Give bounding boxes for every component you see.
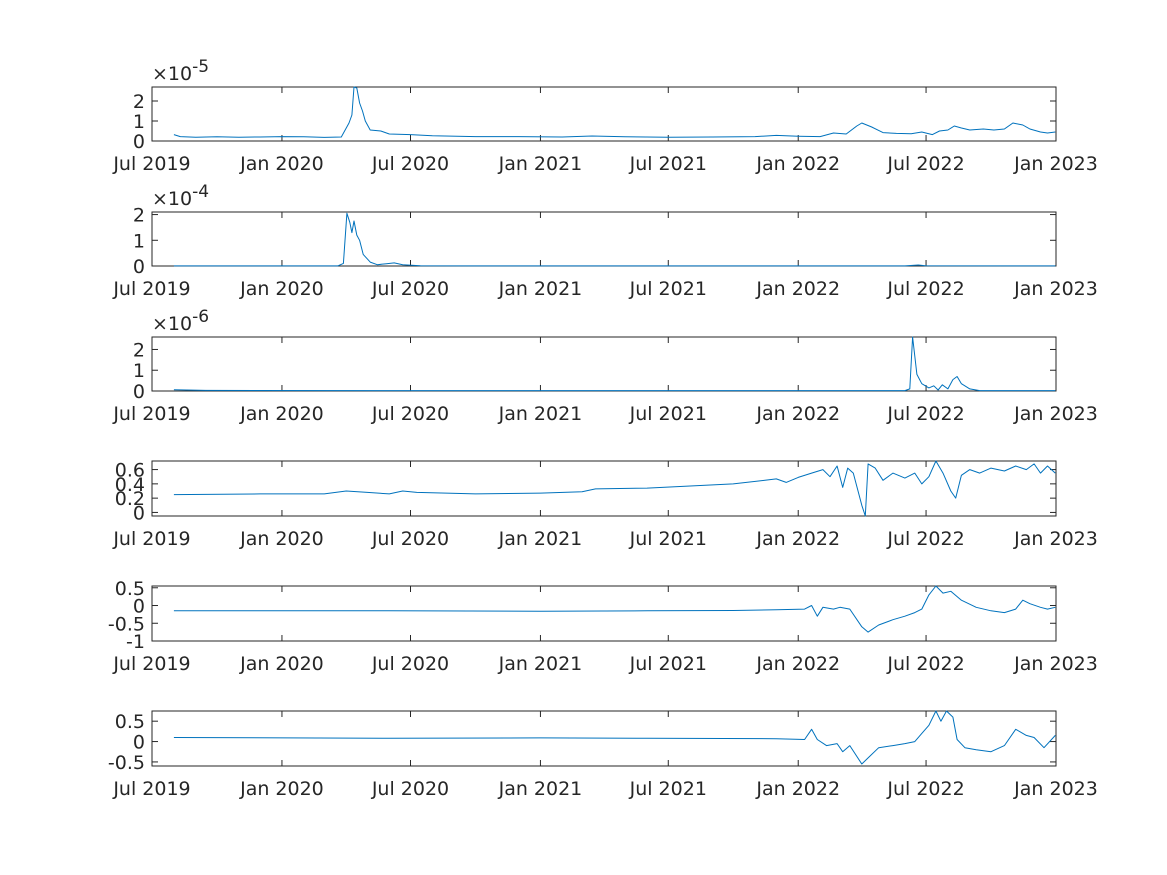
- series-line-1: [173, 460, 1056, 517]
- x-tick-label: Jul 2020: [371, 778, 449, 800]
- x-tick-label: Jan 2023: [1013, 653, 1098, 675]
- x-tick-label: Jul 2019: [112, 403, 190, 425]
- y-tick-label: 2: [133, 205, 145, 227]
- y-tick-label: 1: [133, 360, 145, 382]
- y-tick-label: 0.5: [115, 578, 145, 600]
- x-tick-label: Jan 2023: [1013, 403, 1098, 425]
- axes-box: [151, 211, 1057, 267]
- y-tick-label: -0.5: [108, 752, 145, 774]
- x-tick-label: Jul 2022: [886, 778, 964, 800]
- y-exponent-base: ×10: [152, 63, 192, 85]
- x-tick-label: Jan 2023: [1013, 278, 1098, 300]
- y-exponent-base: ×10: [152, 188, 192, 210]
- x-tick-label: Jul 2021: [629, 403, 707, 425]
- x-tick-label: Jan 2022: [755, 403, 840, 425]
- x-tick-label: Jan 2020: [239, 528, 324, 550]
- y-tick-label: 1: [133, 230, 145, 252]
- axes-box: [151, 336, 1057, 392]
- y-tick-label: 0: [133, 131, 145, 153]
- y-exponent-power: -5: [192, 57, 209, 77]
- x-tick-label: Jan 2020: [239, 278, 324, 300]
- x-tick-label: Jan 2021: [498, 653, 583, 675]
- y-exponent-label: ×10-4: [152, 182, 209, 210]
- x-tick-label: Jan 2020: [239, 778, 324, 800]
- series-line-1: [173, 212, 1056, 267]
- subplot-4: Jul 2019 Jan 2020 Jul 2020 Jan 2021 Jul 2021…: [112, 460, 1098, 550]
- x-tick-label: Jul 2019: [112, 653, 190, 675]
- y-tick-label: 0.4: [115, 474, 145, 496]
- x-tick-label: Jul 2020: [371, 653, 449, 675]
- series-line-1: [173, 710, 1056, 765]
- x-tick-label: Jan 2023: [1013, 153, 1098, 175]
- x-tick-label: Jul 2022: [886, 653, 964, 675]
- x-tick-label: Jul 2020: [371, 403, 449, 425]
- series-line-1: [173, 336, 1056, 392]
- series-line-1: [173, 86, 1056, 138]
- x-tick-label: Jan 2020: [239, 653, 324, 675]
- x-tick-label: Jan 2022: [755, 278, 840, 300]
- x-tick-label: Jan 2022: [755, 778, 840, 800]
- y-tick-label: 0: [133, 381, 145, 403]
- y-tick-label: 1: [133, 111, 145, 133]
- x-tick-label: Jan 2021: [498, 153, 583, 175]
- x-tick-label: Jul 2021: [629, 278, 707, 300]
- y-tick-label: 0: [133, 732, 145, 754]
- x-tick-label: Jul 2020: [371, 528, 449, 550]
- x-tick-label: Jul 2019: [112, 153, 190, 175]
- x-tick-label: Jan 2020: [239, 153, 324, 175]
- x-tick-label: Jan 2021: [498, 403, 583, 425]
- x-tick-label: Jul 2022: [886, 403, 964, 425]
- y-tick-label: 0.5: [115, 711, 145, 733]
- y-tick-label: 0: [133, 256, 145, 278]
- y-tick-label: -0.5: [108, 613, 145, 635]
- x-tick-label: Jul 2021: [629, 653, 707, 675]
- x-tick-label: Jan 2021: [498, 528, 583, 550]
- x-tick-label: Jul 2021: [629, 153, 707, 175]
- series-line-1: [173, 585, 1056, 633]
- x-tick-label: Jul 2020: [371, 153, 449, 175]
- subplot-1: Jul 2019 Jan 2020 Jul 2020 Jan 2021 Jul 2021…: [112, 57, 1098, 175]
- x-tick-label: Jul 2019: [112, 528, 190, 550]
- axes-box: [151, 86, 1057, 142]
- subplot-3: Jul 2019 Jan 2020 Jul 2020 Jan 2021 Jul 2021…: [112, 307, 1098, 425]
- subplot-6: Jul 2019 Jan 2020 Jul 2020 Jan 2021 Jul 2021…: [108, 710, 1098, 800]
- y-exponent-power: -4: [192, 182, 209, 202]
- y-tick-label: -1: [126, 631, 145, 653]
- y-tick-label: 0.2: [115, 488, 145, 510]
- x-tick-label: Jul 2021: [629, 778, 707, 800]
- x-tick-label: Jan 2021: [498, 278, 583, 300]
- y-tick-label: 2: [133, 91, 145, 113]
- x-tick-label: Jan 2021: [498, 778, 583, 800]
- y-exponent-power: -6: [192, 307, 209, 327]
- y-exponent-label: ×10-6: [152, 307, 209, 335]
- y-exponent-base: ×10: [152, 313, 192, 335]
- axes-box: [151, 585, 1057, 642]
- x-tick-label: Jan 2022: [755, 528, 840, 550]
- x-tick-label: Jul 2022: [886, 153, 964, 175]
- y-tick-label: 0: [133, 596, 145, 618]
- x-tick-label: Jan 2022: [755, 653, 840, 675]
- x-tick-label: Jan 2023: [1013, 778, 1098, 800]
- x-tick-label: Jul 2019: [112, 778, 190, 800]
- y-tick-label: 0: [133, 502, 145, 524]
- y-tick-label: 2: [133, 339, 145, 361]
- x-tick-label: Jan 2020: [239, 403, 324, 425]
- x-tick-label: Jul 2022: [886, 528, 964, 550]
- x-tick-label: Jul 2020: [371, 278, 449, 300]
- subplot-5: Jul 2019 Jan 2020 Jul 2020 Jan 2021 Jul 2021…: [108, 578, 1098, 675]
- y-tick-label: 0.6: [115, 460, 145, 482]
- x-tick-label: Jul 2019: [112, 278, 190, 300]
- y-exponent-label: ×10-5: [152, 57, 209, 85]
- x-tick-label: Jan 2022: [755, 153, 840, 175]
- x-tick-label: Jul 2021: [629, 528, 707, 550]
- subplot-2: Jul 2019 Jan 2020 Jul 2020 Jan 2021 Jul 2021…: [112, 182, 1098, 300]
- x-tick-label: Jul 2022: [886, 278, 964, 300]
- x-tick-label: Jan 2023: [1013, 528, 1098, 550]
